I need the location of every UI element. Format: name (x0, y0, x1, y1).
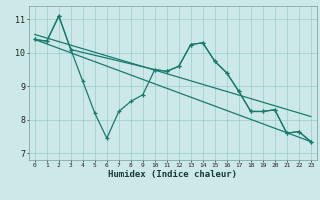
X-axis label: Humidex (Indice chaleur): Humidex (Indice chaleur) (108, 170, 237, 179)
